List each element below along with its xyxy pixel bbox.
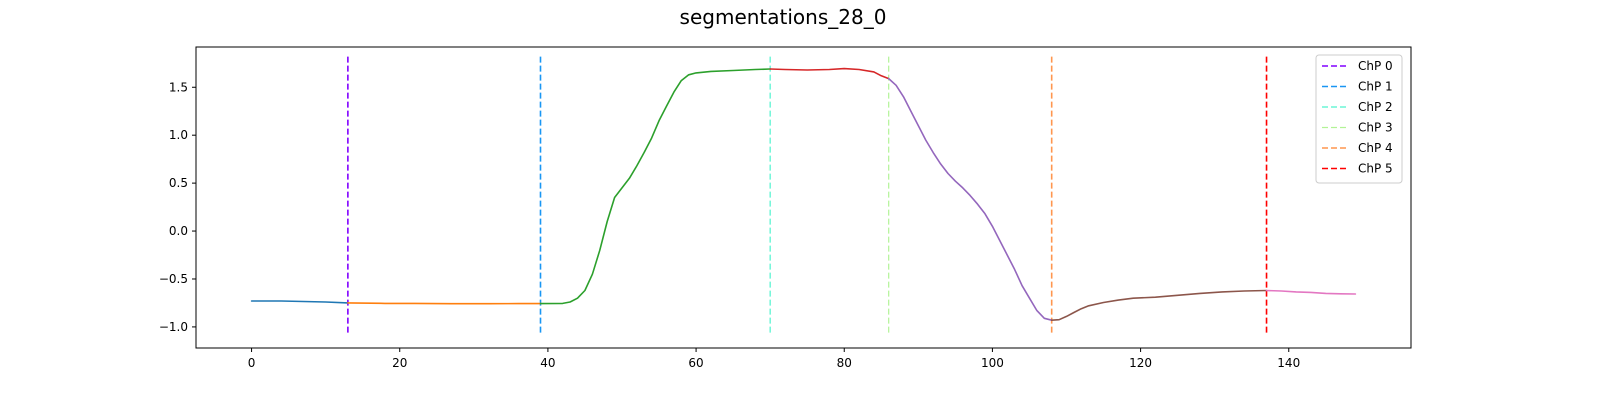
legend: ChP 0 ChP 1 ChP 2 ChP 3 ChP 4 ChP 5: [1315, 54, 1403, 184]
plot-area-frame: [195, 46, 1412, 349]
legend-label-2: ChP 2: [1358, 100, 1393, 114]
series-segment-5: [1050, 289, 1268, 322]
x-tick-label-3: 60: [688, 356, 703, 370]
series-segment-4: [887, 77, 1053, 322]
series-segment-2: [539, 68, 772, 305]
series-segment-3: [769, 67, 890, 80]
y-tick-label-4: 1.0: [169, 128, 188, 142]
legend-label-5: ChP 5: [1358, 162, 1393, 176]
series-lines: [250, 67, 1357, 322]
legend-label-4: ChP 4: [1358, 141, 1393, 155]
series-segment-1: [347, 302, 542, 305]
y-tick-label-2: 0.0: [169, 224, 188, 238]
x-tick-label-1: 20: [392, 356, 407, 370]
y-tick-label-3: 0.5: [169, 176, 188, 190]
x-tick-label-0: 0: [248, 356, 256, 370]
x-tick-label-2: 40: [540, 356, 555, 370]
y-tick-label-1: −0.5: [159, 272, 188, 286]
y-axis: −1.0 −0.5 0.0 0.5 1.0 1.5: [159, 80, 196, 334]
x-tick-label-5: 100: [981, 356, 1004, 370]
series-segment-6: [1265, 289, 1357, 295]
x-tick-label-4: 80: [837, 356, 852, 370]
chart-title: segmentations_28_0: [680, 5, 887, 29]
y-tick-label-0: −1.0: [159, 320, 188, 334]
y-tick-label-5: 1.5: [169, 80, 188, 94]
series-segment-0: [250, 300, 349, 304]
x-tick-label-7: 140: [1277, 356, 1300, 370]
legend-label-0: ChP 0: [1358, 59, 1393, 73]
x-tick-label-6: 120: [1129, 356, 1152, 370]
legend-label-3: ChP 3: [1358, 121, 1393, 135]
legend-box: [1315, 54, 1403, 184]
legend-label-1: ChP 1: [1358, 80, 1393, 94]
changepoint-lines: [347, 56, 1268, 334]
x-axis: 0 20 40 60 80 100 120 140: [248, 348, 1300, 370]
